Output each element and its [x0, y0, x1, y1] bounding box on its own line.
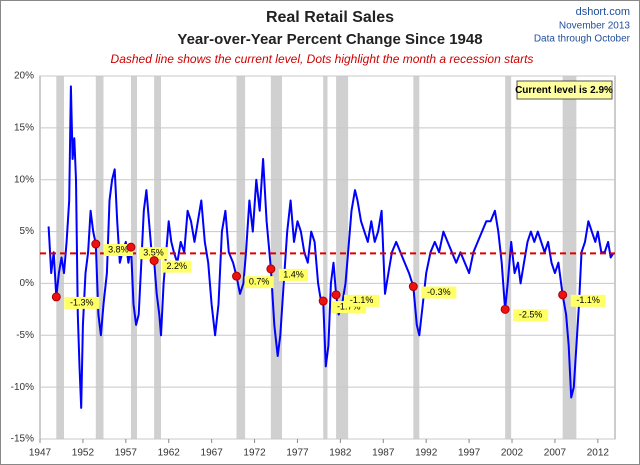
x-tick-label: 1992 — [415, 448, 438, 459]
current-level-box — [516, 80, 613, 100]
value-label: 3.8% — [108, 244, 129, 254]
x-tick-label: 1967 — [201, 448, 224, 459]
y-tick-label: -10% — [11, 382, 34, 393]
y-tick-label: 5% — [20, 226, 35, 237]
source: Data through October — [534, 34, 631, 45]
recession-band — [95, 76, 104, 439]
value-label: -2.5% — [519, 310, 543, 320]
chart-note: Dashed line shows the current level, Dot… — [111, 52, 534, 66]
value-label-box — [162, 260, 192, 273]
chart-title: Real Retail Sales — [266, 9, 394, 26]
value-label: 3.5% — [143, 248, 164, 258]
recession-band — [562, 76, 577, 439]
recession-dot — [500, 304, 510, 314]
value-label-box — [421, 286, 457, 299]
y-tick-label: -15% — [11, 434, 34, 445]
value-label: 1.4% — [283, 269, 304, 279]
recession-band — [413, 76, 420, 439]
x-tick-label: 1977 — [286, 448, 309, 459]
source: November 2013 — [559, 21, 631, 32]
recession-dot — [558, 290, 568, 300]
x-tick-label: 1952 — [72, 448, 95, 459]
value-label-box — [278, 268, 309, 281]
value-label-box — [138, 247, 169, 260]
recession-dot — [149, 256, 159, 266]
recession-dot — [318, 296, 328, 306]
recession-dot — [266, 264, 276, 274]
value-label-box — [513, 309, 549, 322]
x-tick-label: 2002 — [501, 448, 524, 459]
value-label-box — [103, 244, 133, 257]
value-label: 0.7% — [249, 277, 270, 287]
x-tick-label: 1957 — [115, 448, 138, 459]
recession-dot — [408, 282, 418, 292]
chart-subtitle: Year-over-Year Percent Change Since 1948 — [177, 31, 482, 48]
x-tick-label: 1972 — [243, 448, 266, 459]
y-tick-label: -5% — [16, 330, 34, 341]
source: dshort.com — [576, 6, 630, 18]
x-tick-label: 2007 — [544, 448, 567, 459]
recession-band — [56, 76, 65, 439]
recession-dot — [232, 271, 242, 281]
recession-dot — [331, 290, 341, 300]
y-tick-label: 20% — [14, 71, 34, 82]
x-tick-label: 1982 — [329, 448, 352, 459]
value-label: -1.1% — [576, 295, 600, 305]
y-tick-label: 0% — [20, 278, 35, 289]
x-tick-label: 1997 — [458, 448, 481, 459]
x-tick-label: 1947 — [29, 448, 52, 459]
y-tick-label: 15% — [14, 122, 34, 133]
recession-band — [323, 76, 328, 439]
value-label-box — [344, 294, 380, 307]
value-label: -0.3% — [427, 287, 451, 297]
recession-band — [236, 76, 246, 439]
x-tick-label: 1962 — [158, 448, 181, 459]
recession-band — [130, 76, 137, 439]
x-tick-label: 2012 — [587, 448, 610, 459]
recession-dot — [126, 242, 136, 252]
recession-dot — [51, 292, 61, 302]
recession-band — [336, 76, 349, 439]
value-label: 2.2% — [166, 261, 187, 271]
recession-band — [505, 76, 512, 439]
current-level-label: Current level is 2.9% — [515, 85, 613, 96]
recession-dot — [91, 239, 101, 249]
y-tick-label: 10% — [14, 174, 34, 185]
value-label-box — [570, 294, 606, 307]
value-label: -1.1% — [350, 295, 374, 305]
recession-band — [270, 76, 283, 439]
x-tick-label: 1987 — [372, 448, 395, 459]
value-label: -1.3% — [70, 297, 94, 307]
value-label-box — [244, 276, 274, 289]
value-label-box — [64, 296, 100, 309]
